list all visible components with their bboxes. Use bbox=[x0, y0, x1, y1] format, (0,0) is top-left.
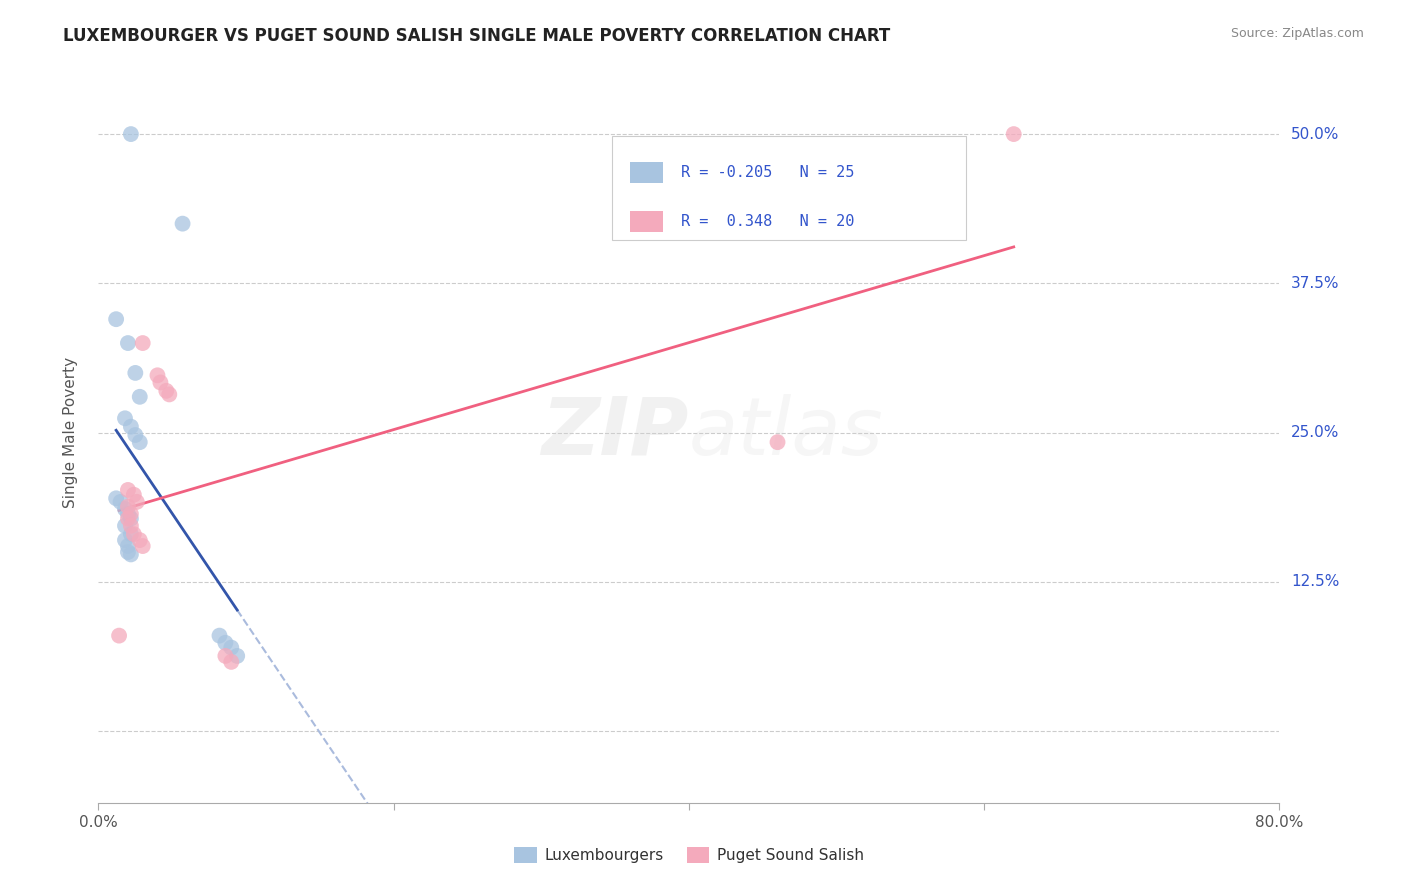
Point bbox=[108, 629, 131, 643]
Point bbox=[157, 387, 180, 401]
Point bbox=[120, 507, 142, 521]
Point bbox=[114, 518, 136, 533]
Point bbox=[117, 539, 139, 553]
Text: R = -0.205   N = 25: R = -0.205 N = 25 bbox=[681, 165, 853, 180]
Point bbox=[155, 384, 177, 398]
Point bbox=[110, 495, 132, 509]
Point bbox=[120, 511, 142, 525]
Legend: Luxembourgers, Puget Sound Salish: Luxembourgers, Puget Sound Salish bbox=[508, 841, 870, 869]
Point bbox=[132, 539, 155, 553]
Point bbox=[128, 390, 150, 404]
Point bbox=[124, 428, 146, 442]
Text: 25.0%: 25.0% bbox=[1291, 425, 1340, 440]
Text: Source: ZipAtlas.com: Source: ZipAtlas.com bbox=[1230, 27, 1364, 40]
Point bbox=[117, 507, 139, 521]
Text: 37.5%: 37.5% bbox=[1291, 276, 1340, 291]
Point bbox=[114, 502, 136, 516]
Point bbox=[221, 655, 243, 669]
Point bbox=[120, 127, 142, 141]
Text: 50.0%: 50.0% bbox=[1291, 127, 1340, 142]
Point bbox=[105, 491, 128, 506]
Bar bbox=[612, 136, 966, 240]
Bar bbox=[630, 162, 664, 183]
Point bbox=[221, 640, 243, 655]
Point bbox=[117, 483, 139, 497]
Point bbox=[766, 435, 789, 450]
Point bbox=[117, 500, 139, 514]
Bar bbox=[630, 211, 664, 232]
Y-axis label: Single Male Poverty: Single Male Poverty bbox=[63, 357, 77, 508]
Point bbox=[128, 533, 150, 547]
Point bbox=[149, 376, 172, 390]
Text: ZIP: ZIP bbox=[541, 393, 689, 472]
Text: LUXEMBOURGER VS PUGET SOUND SALISH SINGLE MALE POVERTY CORRELATION CHART: LUXEMBOURGER VS PUGET SOUND SALISH SINGL… bbox=[63, 27, 890, 45]
Text: 12.5%: 12.5% bbox=[1291, 574, 1340, 590]
Point bbox=[146, 368, 169, 383]
Point bbox=[117, 545, 139, 559]
Text: R =  0.348   N = 20: R = 0.348 N = 20 bbox=[681, 214, 853, 229]
Point bbox=[114, 411, 136, 425]
Point bbox=[208, 629, 231, 643]
Point bbox=[117, 511, 139, 525]
Point bbox=[120, 419, 142, 434]
Point bbox=[124, 366, 146, 380]
Point bbox=[120, 518, 142, 533]
Point bbox=[226, 648, 249, 663]
Point bbox=[120, 527, 142, 541]
Point bbox=[214, 648, 236, 663]
Point bbox=[128, 435, 150, 450]
Text: atlas: atlas bbox=[689, 393, 884, 472]
Point bbox=[105, 312, 128, 326]
Point bbox=[214, 636, 236, 650]
Point bbox=[1002, 127, 1025, 141]
Point bbox=[132, 336, 155, 351]
Point bbox=[114, 533, 136, 547]
Point bbox=[172, 217, 194, 231]
Point bbox=[120, 548, 142, 562]
Point bbox=[122, 527, 145, 541]
Point bbox=[122, 488, 145, 502]
Point bbox=[117, 336, 139, 351]
Point bbox=[125, 495, 148, 509]
